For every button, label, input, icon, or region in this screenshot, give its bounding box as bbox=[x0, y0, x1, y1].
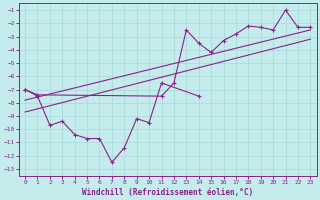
X-axis label: Windchill (Refroidissement éolien,°C): Windchill (Refroidissement éolien,°C) bbox=[82, 188, 253, 197]
